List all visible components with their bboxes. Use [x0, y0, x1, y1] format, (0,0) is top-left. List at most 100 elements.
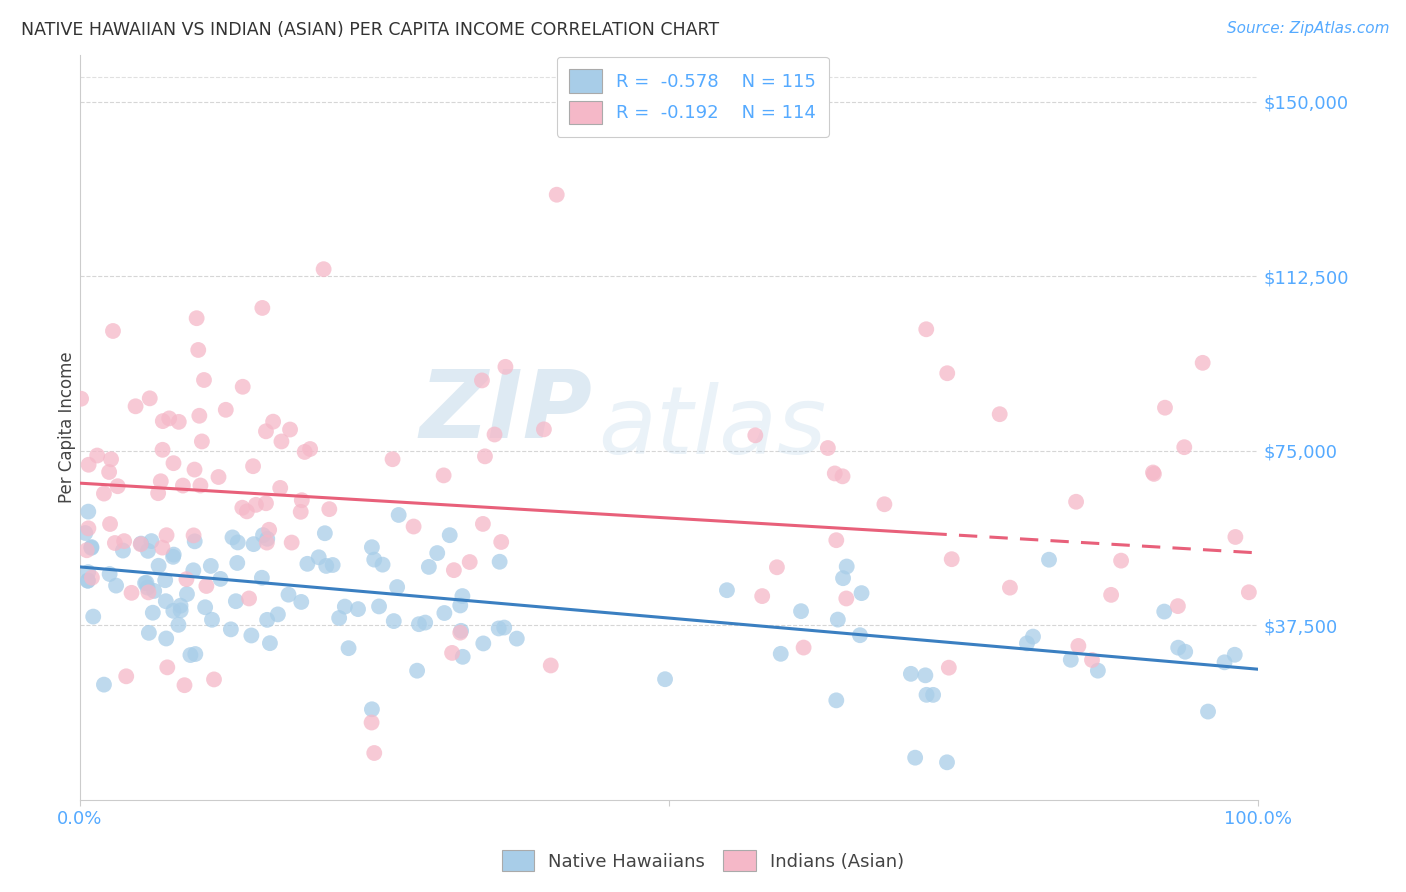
Point: [150, 541, 173, 555]
Point: [471, 516, 494, 531]
Point: [167, 617, 190, 632]
Point: [471, 373, 494, 387]
Point: [308, 550, 330, 565]
Point: [176, 587, 198, 601]
Point: [270, 434, 292, 449]
Point: [136, 581, 159, 595]
Point: [252, 301, 274, 315]
Point: [98, 567, 121, 582]
Point: [1173, 440, 1195, 454]
Point: [1197, 705, 1219, 719]
Point: [488, 555, 510, 569]
Point: [215, 402, 238, 417]
Point: [115, 669, 138, 683]
Point: [77, 505, 100, 519]
Point: [451, 649, 474, 664]
Point: [184, 647, 207, 661]
Point: [1237, 585, 1260, 599]
Point: [1038, 552, 1060, 566]
Point: [256, 613, 278, 627]
Point: [142, 606, 165, 620]
Point: [134, 576, 156, 591]
Point: [202, 673, 225, 687]
Point: [226, 535, 249, 549]
Point: [1167, 640, 1189, 655]
Point: [143, 583, 166, 598]
Point: [751, 589, 773, 603]
Point: [290, 595, 312, 609]
Point: [849, 628, 872, 642]
Point: [433, 468, 456, 483]
Text: atlas: atlas: [599, 382, 827, 473]
Point: [922, 688, 945, 702]
Point: [280, 535, 302, 549]
Point: [851, 586, 873, 600]
Point: [314, 526, 336, 541]
Point: [93, 678, 115, 692]
Point: [256, 535, 278, 549]
Point: [256, 532, 278, 546]
Point: [277, 588, 299, 602]
Point: [173, 678, 195, 692]
Point: [449, 599, 471, 613]
Point: [183, 462, 205, 476]
Point: [474, 450, 496, 464]
Point: [121, 586, 143, 600]
Point: [998, 581, 1021, 595]
Point: [156, 660, 179, 674]
Point: [162, 549, 184, 564]
Point: [138, 585, 160, 599]
Point: [112, 534, 135, 549]
Point: [169, 599, 191, 613]
Point: [262, 415, 284, 429]
Point: [195, 579, 218, 593]
Point: [297, 557, 319, 571]
Point: [938, 661, 960, 675]
Point: [250, 571, 273, 585]
Point: [443, 563, 465, 577]
Point: [183, 563, 205, 577]
Point: [900, 666, 922, 681]
Point: [188, 409, 211, 423]
Point: [408, 617, 430, 632]
Point: [225, 594, 247, 608]
Point: [315, 558, 337, 573]
Point: [226, 556, 249, 570]
Point: [82, 609, 104, 624]
Point: [337, 641, 360, 656]
Point: [817, 441, 839, 455]
Point: [100, 452, 122, 467]
Point: [80, 540, 103, 554]
Point: [488, 622, 510, 636]
Point: [104, 536, 127, 550]
Point: [1064, 495, 1087, 509]
Point: [385, 580, 408, 594]
Point: [451, 589, 474, 603]
Point: [1081, 653, 1104, 667]
Point: [368, 599, 391, 614]
Point: [98, 465, 121, 479]
Point: [1225, 530, 1247, 544]
Point: [75, 526, 97, 541]
Point: [98, 516, 121, 531]
Point: [402, 519, 425, 533]
Point: [744, 428, 766, 442]
Point: [1167, 599, 1189, 614]
Point: [179, 648, 201, 662]
Point: [1223, 648, 1246, 662]
Point: [825, 533, 848, 548]
Point: [138, 625, 160, 640]
Point: [183, 534, 205, 549]
Point: [167, 415, 190, 429]
Point: [152, 442, 174, 457]
Point: [172, 478, 194, 492]
Point: [1213, 655, 1236, 669]
Point: [449, 625, 471, 640]
Point: [152, 414, 174, 428]
Point: [1015, 636, 1038, 650]
Point: [371, 558, 394, 572]
Point: [1191, 356, 1213, 370]
Point: [458, 555, 481, 569]
Point: [426, 546, 449, 560]
Point: [77, 565, 100, 579]
